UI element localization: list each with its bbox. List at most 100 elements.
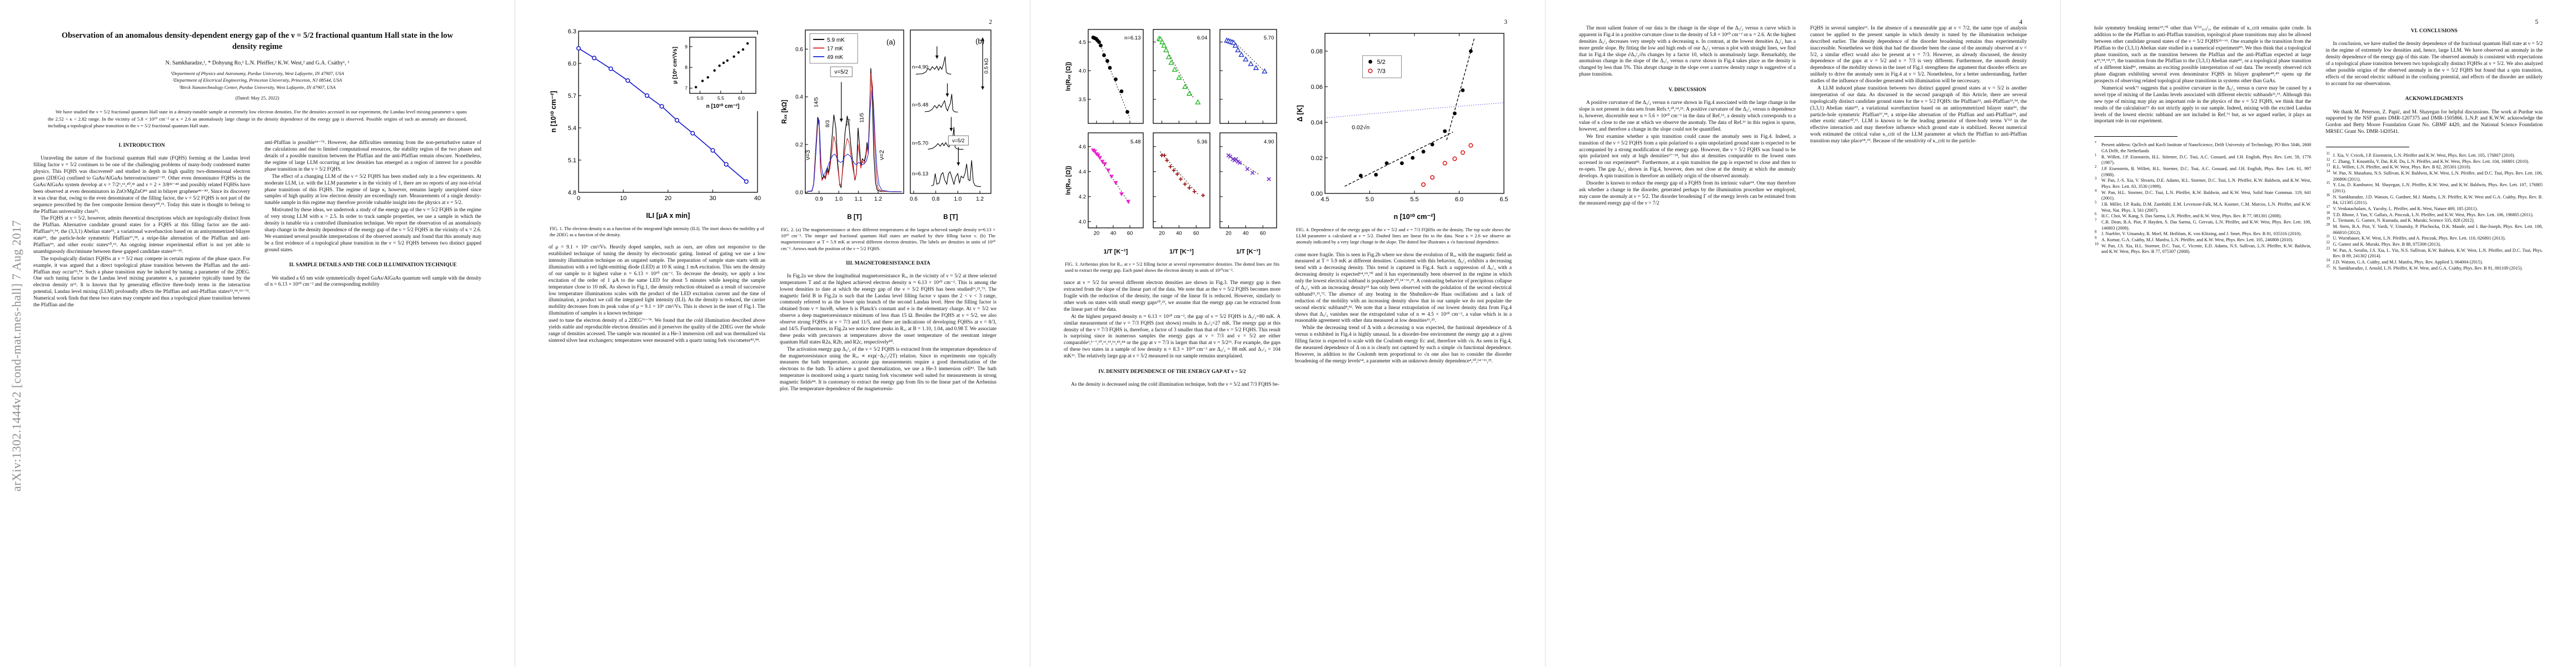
reference-item: 13 R.L. Willett, L.N. Pfeiffer, and K.W. … [2326, 163, 2472, 170]
fig1-density-vs-ili-chart: 0 10 20 30 40 4.8 5.1 5.4 5.7 6.0 6.3 ILI [μA x min… [550, 28, 761, 220]
paragraph: Numerical work⁷² suggests that a positiv… [2094, 86, 2311, 125]
page-2: 2 0 10 20 30 40 4.8 5.1 5.4 5.7 6.0 6.3 ILI [μA x m… [515, 0, 1030, 667]
svg-text:0.2: 0.2 [795, 142, 803, 148]
svg-text:4.2: 4.2 [1079, 194, 1086, 200]
svg-text:n=4.90: n=4.90 [912, 64, 928, 70]
svg-text:8/3: 8/3 [825, 120, 831, 127]
paragraph: In conclusion, we have studied the densi… [2325, 41, 2543, 87]
svg-text:5.0: 5.0 [697, 96, 704, 101]
fig3-arrhenius-panel-548: 20 40 60 4.0 4.2 4.4 4.6 1/T [K⁻¹] ln(Rₓₓ [Ω]) 5.… [1065, 132, 1144, 255]
paragraph: While the decreasing trend of Δ with a d… [1295, 325, 1512, 364]
figure-2: 0.9 1.0 1.1 1.2 0.0 0.2 0.4 0.6 B [T] Rₓₓ [kΩ] (a)… [780, 27, 996, 252]
reference-item: 1 R. Willett, J.P. Eisenstein, H.L. Störm… [2095, 153, 2311, 166]
svg-text:1.0: 1.0 [835, 196, 843, 202]
paragraph: used to tune the electron density of a 2… [549, 318, 765, 344]
abstract: We have studied the ν = 5/2 fractional q… [48, 109, 467, 128]
svg-text:n [10¹⁰ cm⁻²]: n [10¹⁰ cm⁻²] [706, 103, 740, 109]
paragraph: As the density is decreased using the co… [1071, 382, 1279, 388]
page-number: 2 [989, 19, 992, 26]
reference-list-right: 11 J. Xia, V. Cvicek, J.P. Eisenstein, L.… [2326, 152, 2543, 271]
section-heading-density-dependence: IV. DENSITY DEPENDENCE OF THE ENERGY GAP… [1098, 369, 1246, 375]
svg-text:ln(Rₓₓ [Ω]): ln(Rₓₓ [Ω]) [1065, 166, 1072, 195]
reference-item: 6 H.C. Choi, W. Kang, S. Das Sarma, L.N. … [2095, 212, 2282, 219]
figure-4: 4.5 5.0 5.5 6.0 6.5 0.00 0.02 0.04 0.06 0.08 n [10… [1295, 27, 1512, 246]
svg-text:ν=5/2: ν=5/2 [952, 138, 964, 143]
svg-text:4.6: 4.6 [1079, 144, 1086, 150]
svg-text:5.7: 5.7 [568, 93, 576, 99]
page-3: 3 3.5 4.0 4.5 ln(Rₓₓ [Ω]) n=6.13 6.04 5.70 2… [1030, 0, 1546, 667]
svg-text:30: 30 [709, 195, 716, 202]
paragraph: At the highest prepared density n = 6.13… [1064, 313, 1280, 360]
svg-text:5.4: 5.4 [568, 125, 576, 132]
reference-item: 24 J.D. Watson, G.A. Csáthy, and M.J. Man… [2326, 258, 2483, 265]
svg-text:60: 60 [1127, 231, 1133, 237]
paragraph: The effect of a changing LLM of the ν = … [265, 173, 481, 206]
svg-text:1.2: 1.2 [874, 196, 882, 202]
svg-text:1/T [K⁻¹]: 1/T [K⁻¹] [1236, 248, 1260, 255]
svg-text:11/5: 11/5 [859, 113, 865, 123]
reference-item: 15 Y. Liu, D. Kamburov, M. Shayegan, L.N.… [2326, 181, 2543, 194]
reference-item: 14 W. Pan, N. Masuhara, N.S. Sullivan, K.… [2326, 170, 2543, 182]
page-number: 3 [1504, 19, 1507, 26]
section-heading-conclusions: VI. CONCLUSIONS [2410, 28, 2458, 34]
paragraph: come more fragile. This is seen in Fig.2… [1295, 252, 1512, 324]
svg-text:n [10¹⁰ cm⁻²]: n [10¹⁰ cm⁻²] [1394, 213, 1436, 221]
fig4-energy-gap-chart: 4.5 5.0 5.5 6.0 6.5 0.00 0.02 0.04 0.06 0.08 n [10… [1296, 33, 1508, 221]
svg-text:0.02: 0.02 [1311, 155, 1323, 162]
svg-text:0.00: 0.00 [1311, 191, 1323, 197]
page-4: 4 The most salient feature of our data i… [1546, 0, 2061, 667]
reference-item: 19 L. Tiemann, G. Gamez, N. Kumada, and K… [2326, 217, 2475, 223]
svg-text:1.2: 1.2 [976, 196, 984, 202]
reference-item: 4 W. Pan, H.L. Stormer, D.C. Tsui, L.N. P… [2095, 188, 2311, 201]
svg-text:1/T [K⁻¹]: 1/T [K⁻¹] [1104, 248, 1128, 255]
figure-1: 0 10 20 30 40 4.8 5.1 5.4 5.7 6.0 6.3 ILI [μA x min… [549, 27, 765, 238]
page-5: 5 hole symmetry breaking terms⁶⁹,⁷⁰ othe… [2061, 0, 2576, 667]
svg-text:4.4: 4.4 [1079, 169, 1086, 175]
svg-text:5/2: 5/2 [1377, 59, 1386, 66]
svg-text:0.9: 0.9 [815, 196, 823, 202]
svg-text:n=5.48: n=5.48 [912, 102, 928, 108]
paragraph: A LLM induced phase transition between t… [1810, 86, 2027, 145]
figure-3: 3.5 4.0 4.5 ln(Rₓₓ [Ω]) n=6.13 6.04 5.70 20 4… [1064, 27, 1280, 273]
svg-text:8: 8 [685, 64, 687, 70]
affiliation-3: ³Birck Nanotechnology Center, Purdue Uni… [179, 84, 336, 91]
svg-text:5.0: 5.0 [1366, 196, 1374, 203]
svg-text:Rₓₓ [kΩ]: Rₓₓ [kΩ] [781, 99, 788, 123]
svg-text:7/3: 7/3 [1377, 68, 1386, 75]
section-heading-acknowledgments: ACKNOWLEDGMENTS [2405, 96, 2463, 102]
fig3-arrhenius-panel-490: 20 40 60 1/T [K⁻¹] 4.90 [1219, 132, 1277, 255]
svg-text:0.4: 0.4 [795, 94, 803, 101]
svg-text:0.5 kΩ: 0.5 kΩ [983, 58, 989, 74]
page4-col-right: FQHS in several samples¹⁶. In the absenc… [1810, 26, 2027, 633]
affiliation-2: ²Department of Electrical Engineering, P… [172, 77, 342, 83]
fig2b-density-traces-chart: 0.6 0.8 1.0 1.2 B [T] n=4.90 n=5.48 n=5.70 n=6.1… [910, 29, 991, 221]
svg-text:5.70: 5.70 [1264, 35, 1274, 41]
svg-text:7/3: 7/3 [846, 119, 852, 126]
svg-text:n [10¹⁰ cm⁻²]: n [10¹⁰ cm⁻²] [550, 91, 557, 133]
page1-col-right: anti-Pfaffian is possible⁶³⁻⁷⁵. However,… [265, 140, 481, 564]
svg-text:4.0: 4.0 [1079, 219, 1086, 225]
footnote-rule [2094, 136, 2178, 137]
fig2-caption: FIG. 2. (a) The magnetoresistance at thr… [781, 227, 995, 251]
paragraph: We thank M. Peterson, Z. Papić, and M. S… [2325, 109, 2543, 135]
svg-text:n=5.70: n=5.70 [912, 141, 928, 147]
svg-text:0.6: 0.6 [910, 196, 918, 202]
svg-text:1.1: 1.1 [855, 196, 863, 202]
svg-text:5.1: 5.1 [568, 157, 576, 164]
paragraph: In Fig.2a we show the longitudinal magne… [780, 273, 996, 345]
reference-item: 23 W. Pan, A. Serafin, J.S. Xia, L. Yin, … [2326, 246, 2543, 259]
paragraph: The activation energy gap Δ₅/₂ of the ν … [780, 346, 996, 392]
fig1-caption: FIG. 1. The electron density n as a func… [550, 226, 764, 238]
page4-col-left: The most salient feature of our data is … [1579, 26, 1796, 633]
page-number: 4 [2019, 19, 2022, 26]
author-line: N. Samkharadze,¹, * Dohyung Ro,¹ L.N. Pf… [165, 59, 350, 66]
page5-col-right: VI. CONCLUSIONS In conclusion, we have s… [2325, 26, 2543, 633]
fig2a-magnetoresistance-chart: 0.9 1.0 1.1 1.2 0.0 0.2 0.4 0.6 B [T] Rₓₓ [kΩ] (a)… [781, 29, 904, 221]
svg-text:0.08: 0.08 [1311, 48, 1323, 55]
paragraph: Motivated by these ideas, we undertook a… [265, 207, 481, 253]
svg-text:20: 20 [1159, 231, 1165, 237]
page3-col-right: 4.5 5.0 5.5 6.0 6.5 0.00 0.02 0.04 0.06 0.08 n [10… [1295, 26, 1512, 633]
reference-item: 22 G. Gamez and K. Muraki, Phys. Rev. B 8… [2326, 240, 2441, 247]
